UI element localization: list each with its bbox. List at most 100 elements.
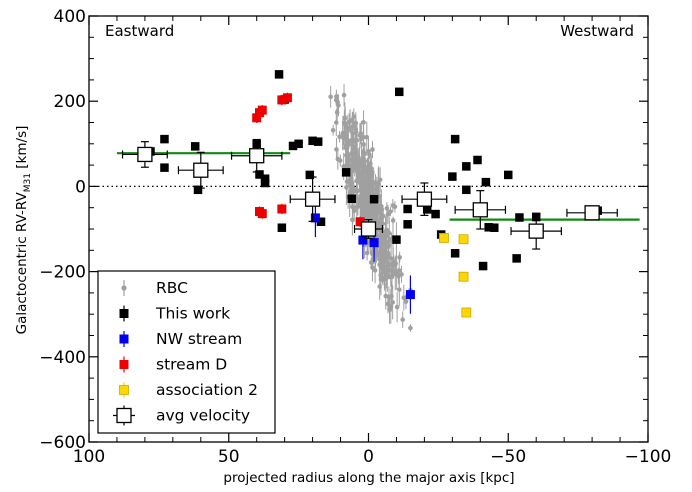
- this-work-point: [431, 209, 440, 219]
- rbc-point: [355, 188, 360, 194]
- avg-velocity-point: [304, 191, 321, 207]
- data-layer: [89, 70, 648, 332]
- this-work-point: [190, 142, 200, 151]
- rbc-point: [359, 177, 365, 182]
- this-work-point: [448, 172, 457, 181]
- stream-d-point: [277, 204, 287, 214]
- this-work-point: [481, 177, 491, 187]
- avg-velocity-point: [137, 146, 153, 163]
- rbc-point: [400, 317, 406, 322]
- avg-velocity-point: [584, 205, 600, 221]
- rbc-point: [352, 165, 357, 170]
- rbc-point: [349, 176, 354, 182]
- rbc-point: [377, 177, 383, 183]
- this-work-point: [473, 155, 482, 165]
- avg-velocity-point: [528, 223, 544, 239]
- rbc-point: [341, 135, 346, 141]
- legend-label-this-work: This work: [155, 305, 230, 323]
- y-axis-title-subscript: M31: [23, 173, 33, 192]
- legend-marker-stream-d: [119, 360, 129, 369]
- this-work-point: [160, 163, 169, 172]
- rbc-point: [347, 118, 353, 124]
- nw-stream-point: [310, 213, 320, 223]
- association-2-series: [439, 233, 472, 318]
- this-work-point: [490, 223, 499, 232]
- y-tick-label: −200: [39, 263, 86, 283]
- rbc-point: [351, 114, 357, 119]
- this-work-point: [288, 141, 298, 151]
- this-work-point: [462, 185, 471, 195]
- this-work-point: [316, 217, 326, 227]
- this-work-point: [274, 70, 284, 79]
- annotation-eastward: Eastward: [105, 22, 174, 40]
- this-work-point: [394, 87, 404, 97]
- rbc-point: [360, 171, 366, 177]
- this-work-point: [450, 249, 460, 258]
- association-2-point: [461, 307, 472, 318]
- this-work-point: [484, 223, 493, 232]
- legend-label-nw-stream: NW stream: [156, 330, 242, 348]
- rbc-point: [396, 287, 402, 292]
- rbc-point: [333, 97, 339, 103]
- x-tick-label: 50: [218, 447, 240, 467]
- rbc-point: [367, 210, 372, 216]
- rbc-point: [370, 170, 375, 175]
- rbc-point: [394, 304, 400, 310]
- this-work-point: [403, 220, 412, 229]
- rbc-series: [328, 84, 413, 332]
- rbc-point: [379, 207, 385, 212]
- stream-d-point: [257, 105, 267, 115]
- nw-stream-series: [310, 198, 415, 314]
- rbc-point: [386, 267, 391, 273]
- this-work-point: [403, 204, 412, 214]
- this-work-point: [160, 134, 169, 144]
- legend: RBC This work NW stream stream D association…: [97, 270, 276, 434]
- legend-label-avg-velocity: avg velocity: [156, 407, 250, 425]
- rbc-point: [338, 158, 343, 163]
- rbc-point: [346, 142, 351, 148]
- rbc-point: [383, 293, 389, 299]
- legend-marker-avg-velocity: [116, 407, 132, 424]
- y-axis-title-main: Galactocentric RV-RV: [14, 191, 30, 334]
- stream-d-series: [252, 92, 365, 227]
- rbc-point: [381, 254, 387, 260]
- rbc-point: [364, 250, 370, 256]
- x-tick-label: −50: [490, 447, 526, 467]
- rbc-point: [344, 185, 349, 190]
- avg-velocity-point: [193, 162, 209, 178]
- rbc-point: [361, 120, 366, 125]
- rbc-point: [385, 301, 391, 307]
- this-work-point: [392, 235, 401, 244]
- rbc-point: [357, 133, 363, 138]
- nw-stream-point: [405, 290, 415, 300]
- rbc-point: [392, 261, 398, 267]
- rbc-point: [368, 161, 373, 166]
- stream-d-point: [355, 217, 365, 227]
- rbc-point: [353, 129, 359, 135]
- legend-marker-association-2: [119, 385, 129, 395]
- rbc-point: [388, 274, 394, 280]
- legend-marker-nw-stream: [119, 334, 129, 344]
- axes-layer: 100 50 0 −50 −100 −600 −400 −200 0 200 400: [39, 7, 671, 467]
- legend-label-rbc: RBC: [156, 279, 188, 297]
- this-work-point: [512, 254, 521, 263]
- rbc-point: [330, 127, 336, 133]
- this-work-point: [260, 174, 270, 183]
- this-work-point: [504, 170, 513, 180]
- rbc-point: [353, 150, 359, 156]
- association-2-point: [458, 234, 469, 245]
- rbc-point: [342, 115, 348, 121]
- this-work-point: [515, 213, 524, 222]
- rbc-point: [399, 272, 404, 277]
- x-tick-label: 0: [363, 447, 374, 467]
- rbc-point: [351, 188, 357, 194]
- this-work-point: [369, 194, 379, 204]
- this-work-point: [305, 170, 315, 180]
- association-2-point: [439, 233, 449, 243]
- this-work-point: [294, 139, 303, 149]
- this-work-point: [450, 134, 460, 144]
- legend-label-association-2: association 2: [156, 381, 258, 399]
- rbc-point: [362, 184, 368, 190]
